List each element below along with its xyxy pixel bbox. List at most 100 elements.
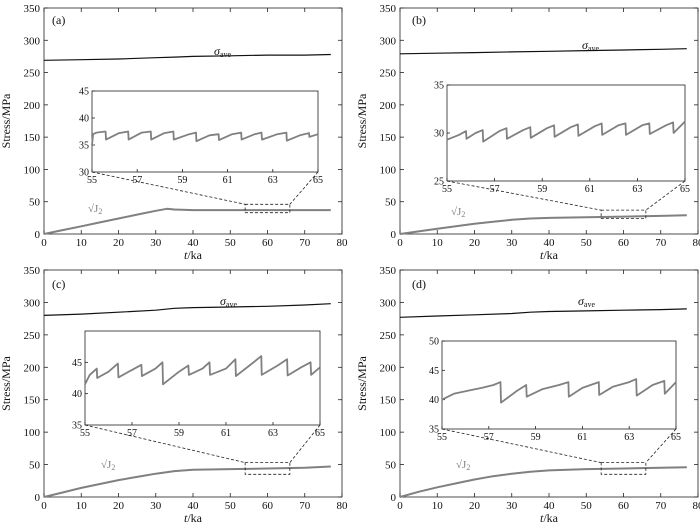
panel-label: (b)	[412, 13, 426, 27]
inset-panel: 55 57 59 61 63 65 35 40 45	[72, 330, 325, 439]
y-tick-label: 250	[24, 68, 41, 80]
y-tick-label: 50	[385, 197, 397, 209]
x-tick-label: 30	[506, 500, 518, 512]
sqrt-j2-label-sub: 2	[461, 210, 465, 219]
y-tick-label: 250	[380, 330, 397, 342]
x-tick-label: 80	[337, 237, 349, 249]
chart-panel-c: 0 10 20 30 40 50 60 70 80 0 50 100 150 200 250 300 350 t/…	[0, 265, 348, 525]
sqrt-j2-label: √J2	[451, 206, 465, 219]
x-tick-label: 80	[693, 500, 700, 512]
zoom-region-box	[600, 462, 647, 475]
series-line-sqrt-j2	[399, 214, 687, 235]
sqrt-j2-label: √J2	[88, 203, 102, 216]
series-line-sigma-ave	[399, 308, 687, 318]
x-tick-label: 60	[618, 500, 630, 512]
inset-series-line-sqrt-j2	[441, 378, 677, 404]
x-axis-label-var: t	[184, 248, 188, 262]
y-axis-label: Stress/MPa	[0, 93, 13, 148]
inset-series-line-sqrt-j2	[84, 355, 321, 386]
inset-x-tick-label: 61	[221, 428, 231, 439]
sqrt-j2-label-main: √J	[456, 459, 467, 471]
series-line-sigma-ave	[43, 53, 331, 61]
inset-y-tick-label: 30	[434, 129, 444, 140]
y-tick-label: 150	[24, 395, 41, 407]
inset-series-line-sqrt-j2	[91, 130, 319, 146]
sqrt-j2-label: √J2	[101, 459, 115, 472]
y-tick-label: 100	[24, 427, 41, 439]
inset-panel: 55 57 59 61 63 65 30 35 40 45	[79, 87, 323, 187]
y-tick-label: 300	[24, 297, 41, 309]
zoom-region-box	[244, 462, 291, 475]
sqrt-j2-label-sub: 2	[111, 463, 115, 472]
y-tick-label: 150	[24, 132, 41, 144]
chart-panel-d: 01020304050607080050100150200250300350t/…	[355, 265, 700, 525]
inset-frame	[446, 84, 686, 182]
chart-panel-a: 0 10 20 30 40 50 60 70 80 0 50 100 150 200 250 300 350 t/…	[0, 3, 348, 262]
inset-x-tick-label: 57	[484, 432, 494, 443]
inset-x-tick-label: 61	[585, 184, 595, 195]
y-tick-label: 300	[380, 35, 397, 47]
x-tick-label: 70	[299, 237, 311, 249]
y-tick-label: 300	[380, 297, 397, 309]
inset-x-tick-label: 55	[87, 175, 97, 186]
x-tick-label: 10	[76, 237, 88, 249]
y-tick-label: 100	[24, 164, 41, 176]
y-tick-label: 200	[24, 362, 41, 374]
x-axis-label: t/ka	[184, 248, 203, 262]
sigma-ave-label-sub: ave	[226, 300, 238, 309]
zoom-connector-right	[645, 428, 677, 463]
x-tick-label: 0	[41, 500, 47, 512]
inset-y-tick-label: 35	[79, 141, 89, 152]
sqrt-j2-label: √J2	[456, 459, 470, 472]
x-tick-label: 20	[469, 500, 481, 512]
sqrt-j2-label-sub: 2	[466, 463, 470, 472]
inset-x-tick-label: 59	[531, 432, 541, 443]
series-line-sigma-ave	[43, 303, 331, 316]
y-axis-label: Stress/MPa	[0, 355, 13, 410]
x-axis-label-var: t	[540, 511, 544, 525]
inset-x-tick-label: 57	[127, 428, 137, 439]
inset-y-tick-label: 30	[79, 168, 89, 179]
sigma-ave-label: σave	[214, 44, 231, 59]
inset-y-tick-label: 45	[72, 358, 82, 369]
y-axis-label: Stress/MPa	[355, 93, 369, 148]
inset-x-tick-label: 65	[671, 432, 681, 443]
x-tick-label: 50	[581, 237, 593, 249]
x-tick-label: 40	[544, 500, 556, 512]
x-tick-label: 0	[397, 237, 403, 249]
sqrt-j2-label-main: √J	[88, 203, 99, 215]
y-tick-label: 150	[380, 395, 397, 407]
inset-y-tick-label: 35	[434, 81, 444, 92]
series-line-sqrt-j2	[43, 465, 331, 498]
chart-panel-b: 0 10 20 30 40 50 60 70 80 0 50 100 150 200 250 300 350 t/…	[355, 3, 700, 262]
inset-x-tick-label: 59	[177, 175, 187, 186]
zoom-connector-right	[289, 424, 321, 463]
x-axis-label-var: t	[184, 511, 188, 525]
inset-y-tick-label: 40	[79, 114, 89, 125]
series-line-sqrt-j2	[399, 466, 687, 498]
inset-x-tick-label: 55	[437, 432, 447, 443]
x-tick-label: 80	[693, 237, 700, 249]
inset-x-tick-label: 57	[490, 184, 500, 195]
y-tick-label: 350	[24, 3, 41, 15]
inset-x-tick-label: 65	[313, 175, 323, 186]
inset-x-tick-label: 63	[624, 432, 634, 443]
x-axis-label: t/ka	[540, 248, 559, 262]
y-tick-label: 50	[29, 197, 41, 209]
sqrt-j2-label-main: √J	[451, 206, 462, 218]
y-tick-label: 250	[24, 330, 41, 342]
inset-frame	[84, 330, 321, 426]
zoom-region-box	[600, 209, 647, 219]
zoom-connector-right	[289, 171, 319, 205]
y-tick-label: 50	[385, 460, 397, 472]
sigma-ave-label: σave	[582, 38, 599, 53]
x-tick-label: 60	[618, 237, 630, 249]
y-tick-label: 100	[380, 427, 397, 439]
sqrt-j2-label-main: √J	[101, 459, 112, 471]
x-axis-label: t/ka	[540, 511, 559, 525]
inset-x-tick-label: 55	[80, 428, 90, 439]
y-tick-label: 350	[24, 265, 41, 277]
x-tick-label: 60	[262, 237, 274, 249]
